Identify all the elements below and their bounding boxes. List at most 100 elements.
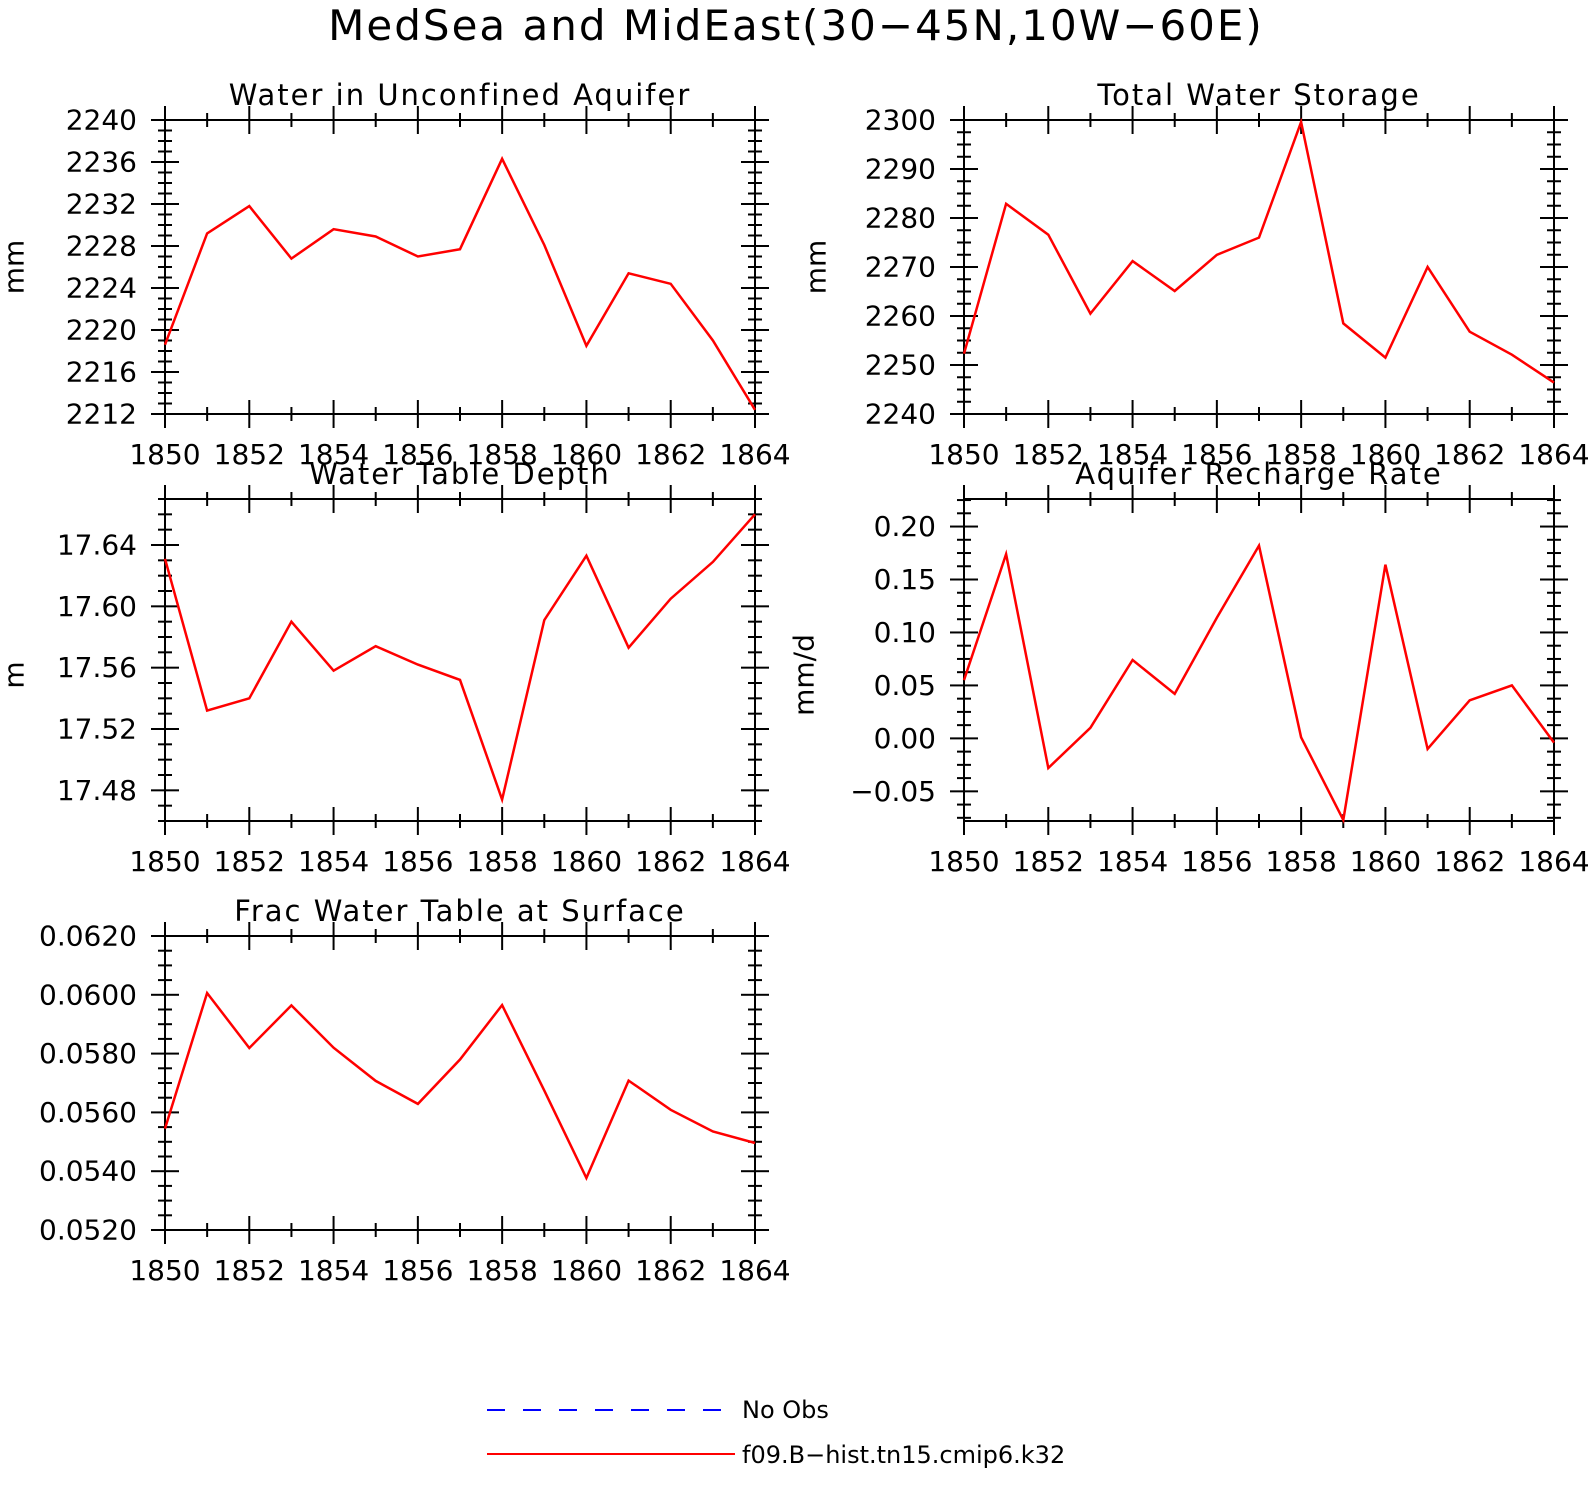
panel-title: Water Table Depth: [309, 457, 611, 491]
panel-1: Water in Unconfined Aquifer mm 1850 1852 185…: [0, 78, 791, 471]
plot-frame: [164, 498, 756, 822]
y-tick-label: 17.48: [57, 774, 137, 807]
x-tick-label: 1854: [298, 438, 369, 471]
y-tick-label: 0.15: [874, 563, 936, 596]
y-tick-label: 0.0580: [39, 1037, 137, 1070]
panel-5: Frac Water Table at Surface 1850 1852 1854 1…: [39, 894, 791, 1287]
x-tick-label: 1858: [1266, 438, 1337, 471]
y-tick-label: 2270: [865, 251, 936, 284]
panel-title: Total Water Storage: [1096, 78, 1420, 112]
figure-title: MedSea and MidEast(30−45N,10W−60E): [328, 1, 1264, 50]
x-tick-label: 1862: [635, 1254, 706, 1287]
x-tick-label: 1864: [719, 1254, 790, 1287]
x-tick-label: 1856: [382, 438, 453, 471]
x-tick-label: 1860: [1350, 845, 1421, 878]
y-tick-label: −0.05: [850, 775, 936, 808]
y-tick-label: 2240: [865, 398, 936, 431]
y-tick-label: 2212: [66, 398, 137, 431]
ticks: [151, 485, 769, 835]
y-tick-label: 2220: [66, 314, 137, 347]
x-tick-label: 1852: [1013, 845, 1084, 878]
plot-frame: [963, 119, 1555, 415]
y-tick-label: 2300: [865, 104, 936, 137]
x-tick-label: 1858: [467, 845, 538, 878]
y-tick-label: 0.10: [874, 616, 936, 649]
y-tick-label: 2236: [66, 146, 137, 179]
y-tick-label: 0.0560: [39, 1096, 137, 1129]
x-tick-label: 1858: [1266, 845, 1337, 878]
y-tick-label: 0.00: [874, 722, 936, 755]
y-tick-label: 2232: [66, 188, 137, 221]
y-tick-label: 2260: [865, 300, 936, 333]
x-tick-label: 1854: [1097, 438, 1168, 471]
panel-3: Water Table Depth m 1850 1852 1854 1856 1858 18…: [0, 457, 791, 878]
y-tick-label: 2240: [66, 104, 137, 137]
panel-title: Aquifer Recharge Rate: [1075, 457, 1443, 491]
panel-2: Total Water Storage mm 1850 1852 1854 1856 185…: [800, 78, 1590, 471]
x-tick-label: 1856: [382, 1254, 453, 1287]
x-tick-label: 1864: [719, 438, 790, 471]
y-tick-label: 2228: [66, 230, 137, 263]
y-tick-label: 17.56: [57, 651, 137, 684]
ticks: [151, 922, 769, 1244]
y-tick-label: 0.05: [874, 669, 936, 702]
x-tick-label: 1862: [1434, 845, 1505, 878]
y-axis-label: mm: [0, 240, 31, 295]
x-tick-label: 1852: [214, 438, 285, 471]
y-tick-label: 17.52: [57, 713, 137, 746]
x-tick-label: 1850: [129, 1254, 200, 1287]
y-tick-label: 2250: [865, 349, 936, 382]
panel-title: Water in Unconfined Aquifer: [229, 78, 692, 112]
x-tick-label: 1858: [467, 1254, 538, 1287]
x-tick-label: 1852: [214, 845, 285, 878]
x-tick-label: 1858: [467, 438, 538, 471]
x-tick-label: 1852: [214, 1254, 285, 1287]
x-tick-label: 1860: [551, 1254, 622, 1287]
y-tick-label: 2290: [865, 153, 936, 186]
y-tick-label: 2216: [66, 356, 137, 389]
x-tick-label: 1854: [1097, 845, 1168, 878]
y-tick-label: 0.0540: [39, 1155, 137, 1188]
ticks: [950, 485, 1568, 835]
panel-4: Aquifer Recharge Rate mm/d 1850 1852 1854 185…: [788, 457, 1590, 878]
y-tick-label: 2224: [66, 272, 137, 305]
legend: No Obs f09.B−hist.tn15.cmip6.k32: [487, 1396, 1065, 1469]
x-tick-label: 1860: [551, 438, 622, 471]
y-tick-label: 0.0620: [39, 920, 137, 953]
x-tick-label: 1862: [635, 438, 706, 471]
x-tick-label: 1860: [1350, 438, 1421, 471]
x-tick-label: 1860: [551, 845, 622, 878]
y-tick-label: 17.60: [57, 590, 137, 623]
legend-label-no-obs: No Obs: [742, 1396, 829, 1424]
y-tick-label: 0.0600: [39, 978, 137, 1011]
series-line-1: [163, 990, 756, 1182]
x-tick-label: 1862: [1434, 438, 1505, 471]
ticks: [950, 106, 1568, 428]
x-tick-label: 1864: [1518, 845, 1589, 878]
y-axis-label: mm: [800, 240, 833, 295]
series-line-1: [163, 513, 756, 804]
x-tick-label: 1864: [1518, 438, 1589, 471]
y-tick-label: 17.64: [57, 529, 137, 562]
plot-frame: [164, 119, 756, 415]
series-line-1: [962, 542, 1556, 824]
panels: Water in Unconfined Aquifer mm 1850 1852 185…: [0, 78, 1590, 1287]
x-tick-label: 1852: [1013, 438, 1084, 471]
y-tick-label: 0.20: [874, 510, 936, 543]
x-tick-label: 1854: [298, 1254, 369, 1287]
legend-label-model: f09.B−hist.tn15.cmip6.k32: [742, 1441, 1065, 1469]
y-tick-label: 2280: [865, 202, 936, 235]
y-axis-label: m: [0, 661, 31, 688]
x-tick-label: 1856: [382, 845, 453, 878]
x-tick-label: 1850: [928, 845, 999, 878]
x-tick-label: 1850: [129, 845, 200, 878]
x-tick-label: 1864: [719, 845, 790, 878]
plot-frame: [164, 935, 756, 1231]
y-axis-label: mm/d: [788, 634, 821, 716]
series-line-1: [163, 155, 757, 411]
x-tick-label: 1856: [1181, 845, 1252, 878]
y-tick-label: 0.0520: [39, 1214, 137, 1247]
ticks: [151, 106, 769, 428]
x-tick-label: 1850: [129, 438, 200, 471]
